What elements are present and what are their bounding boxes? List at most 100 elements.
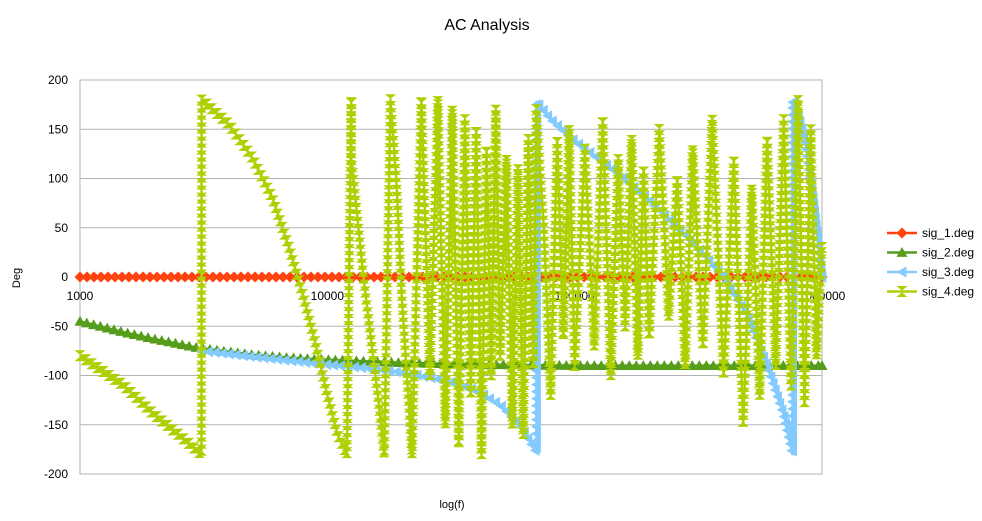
data-point-marker [585, 262, 597, 274]
data-point-marker [465, 364, 477, 376]
data-point-marker [408, 377, 420, 389]
data-point-marker [614, 187, 626, 199]
data-point-marker [646, 263, 658, 275]
data-point-marker [256, 271, 268, 283]
data-point-marker [685, 201, 697, 213]
data-point-marker [470, 127, 482, 139]
data-point-marker [518, 407, 530, 418]
data-point-marker [756, 297, 768, 309]
data-point-marker [344, 188, 356, 200]
data-point-marker [454, 387, 466, 399]
data-point-marker [575, 227, 587, 239]
data-point-marker [530, 379, 541, 391]
data-point-marker [374, 404, 385, 416]
data-point-marker [505, 333, 516, 345]
data-point-marker [797, 312, 809, 324]
data-point-marker [748, 250, 760, 262]
data-point-marker [591, 257, 603, 269]
data-point-marker [637, 187, 649, 199]
data-point-marker [468, 225, 480, 236]
data-point-marker [474, 358, 486, 370]
data-point-marker [546, 332, 558, 344]
data-point-marker [380, 339, 392, 351]
data-point-marker [632, 334, 644, 346]
data-point-marker [716, 324, 728, 336]
data-point-marker [484, 286, 495, 298]
data-point-marker [522, 169, 534, 180]
data-point-marker [458, 184, 470, 196]
data-point-marker [528, 286, 540, 298]
data-point-marker [487, 278, 499, 290]
data-point-marker [279, 354, 290, 366]
data-point-marker [751, 306, 762, 318]
data-point-marker [797, 333, 809, 345]
data-point-marker [563, 129, 575, 141]
data-point-marker [780, 197, 792, 209]
data-point-marker [512, 185, 524, 197]
data-point-marker [421, 259, 432, 271]
data-point-marker [532, 131, 544, 143]
data-point-marker [659, 228, 671, 240]
data-point-marker [528, 293, 540, 305]
data-point-marker [530, 146, 542, 158]
data-point-marker [364, 321, 375, 333]
data-point-marker [397, 303, 409, 315]
data-point-marker [629, 239, 641, 251]
data-point-marker [806, 180, 818, 192]
data-point-marker [565, 220, 577, 232]
data-point-marker [521, 197, 533, 208]
data-point-marker [701, 252, 712, 264]
data-point-marker [478, 287, 490, 299]
data-point-marker [797, 305, 808, 317]
data-point-marker [529, 188, 541, 200]
data-point-marker [623, 202, 635, 214]
data-point-marker [694, 281, 706, 293]
data-point-marker [550, 178, 562, 190]
data-point-marker [489, 138, 501, 150]
data-point-marker [196, 143, 208, 155]
data-point-marker [618, 299, 630, 311]
data-point-marker [381, 304, 393, 316]
data-point-marker [787, 303, 799, 315]
data-point-marker [781, 239, 793, 251]
data-point-marker [787, 289, 799, 301]
data-point-marker [428, 229, 440, 240]
data-point-marker [414, 160, 426, 172]
data-point-marker [766, 270, 778, 282]
data-point-marker [345, 146, 357, 158]
data-point-marker [767, 277, 779, 289]
data-point-marker [741, 324, 753, 336]
data-point-marker [443, 263, 455, 275]
data-point-marker [526, 301, 538, 313]
data-point-marker [568, 332, 580, 344]
data-point-marker [660, 263, 672, 275]
data-point-marker [736, 380, 748, 392]
data-point-marker [196, 290, 207, 302]
data-point-marker [800, 326, 812, 337]
data-point-marker [715, 303, 727, 315]
data-point-marker [412, 223, 424, 235]
data-point-marker [547, 283, 559, 295]
data-point-marker [807, 222, 819, 234]
data-point-marker [803, 186, 815, 198]
data-point-marker [277, 271, 289, 283]
data-point-marker [651, 173, 663, 184]
data-point-marker [663, 309, 675, 321]
data-point-marker [617, 264, 629, 276]
data-point-marker [709, 170, 721, 182]
data-point-marker [777, 360, 789, 370]
data-point-marker [774, 240, 786, 252]
data-point-marker [789, 240, 800, 252]
data-point-marker [799, 368, 811, 379]
data-point-marker [774, 233, 786, 245]
data-point-marker [437, 330, 449, 342]
data-point-marker [793, 130, 805, 142]
data-point-marker [317, 370, 329, 382]
data-point-marker [634, 292, 646, 304]
data-point-marker [523, 168, 535, 180]
data-point-marker [771, 310, 783, 322]
data-point-marker [549, 213, 561, 225]
data-point-marker [97, 366, 109, 377]
data-point-marker [629, 260, 641, 272]
data-point-marker [149, 333, 161, 344]
